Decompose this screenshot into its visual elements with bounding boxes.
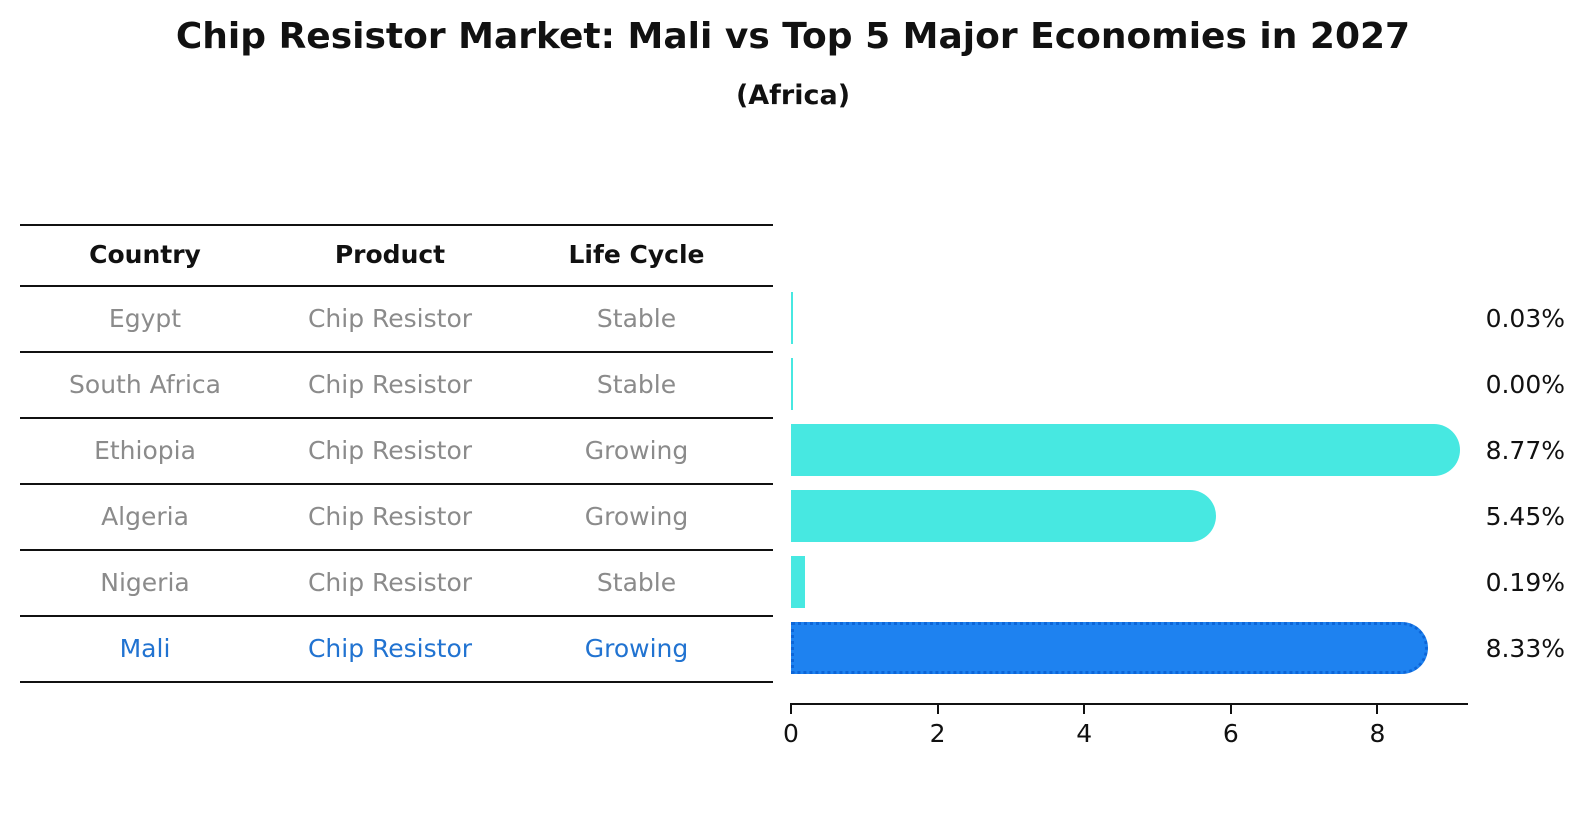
cell-lifecycle: Growing xyxy=(584,502,689,531)
cell-product: Chip Resistor xyxy=(307,436,473,465)
cell-product: Chip Resistor xyxy=(307,502,473,531)
x-axis-tick xyxy=(1229,705,1232,714)
x-axis-tick xyxy=(936,705,939,714)
table-divider-line xyxy=(20,681,773,683)
table-divider-line xyxy=(20,351,773,353)
column-header-country: Country xyxy=(89,240,201,269)
x-axis-tick xyxy=(1083,705,1086,714)
cell-country: Egypt xyxy=(108,304,182,333)
cell-country: Mali xyxy=(119,634,171,663)
bar-algeria xyxy=(791,490,1217,542)
column-header-lifecycle: Life Cycle xyxy=(568,240,705,269)
bar-nigeria xyxy=(791,556,805,608)
bar-ethiopia xyxy=(791,424,1460,476)
x-axis-line xyxy=(790,703,1468,705)
table-divider-line xyxy=(20,285,773,287)
cell-product: Chip Resistor xyxy=(307,304,473,333)
cell-lifecycle: Stable xyxy=(596,370,677,399)
bar-value-label: 8.77% xyxy=(1485,436,1565,465)
bar-value-label: 0.00% xyxy=(1485,370,1565,399)
bar-value-label: 8.33% xyxy=(1485,634,1565,663)
cell-country: Nigeria xyxy=(100,568,190,597)
cell-product: Chip Resistor xyxy=(307,634,473,663)
table-divider-line xyxy=(20,483,773,485)
cell-lifecycle: Growing xyxy=(584,436,689,465)
bar-value-label: 5.45% xyxy=(1485,502,1565,531)
column-header-product: Product xyxy=(334,240,446,269)
x-axis-tick xyxy=(1376,705,1379,714)
bar-value-label: 0.03% xyxy=(1485,304,1565,333)
cell-country: South Africa xyxy=(69,370,221,399)
table-divider-line xyxy=(20,615,773,617)
x-axis-tick-label: 8 xyxy=(1369,719,1386,748)
chart-subtitle: (Africa) xyxy=(735,80,851,111)
cell-country: Ethiopia xyxy=(94,436,196,465)
table-divider-line xyxy=(20,417,773,419)
chart-title: Chip Resistor Market: Mali vs Top 5 Majo… xyxy=(175,16,1411,57)
cell-lifecycle: Growing xyxy=(584,634,689,663)
table-divider-line xyxy=(20,224,773,226)
x-axis-tick-label: 2 xyxy=(929,719,946,748)
cell-lifecycle: Stable xyxy=(596,568,677,597)
x-axis-tick-label: 6 xyxy=(1222,719,1239,748)
table-divider-line xyxy=(20,549,773,551)
x-axis-tick-label: 0 xyxy=(783,719,799,748)
cell-country: Algeria xyxy=(101,502,189,531)
bar-south-africa xyxy=(791,358,793,410)
bar-value-label: 0.19% xyxy=(1485,568,1565,597)
x-axis-tick xyxy=(790,705,792,714)
bar-egypt xyxy=(791,292,794,344)
x-axis-tick-label: 4 xyxy=(1076,719,1093,748)
cell-lifecycle: Stable xyxy=(596,304,677,333)
cell-product: Chip Resistor xyxy=(307,370,473,399)
cell-product: Chip Resistor xyxy=(307,568,473,597)
bar-mali xyxy=(791,622,1428,674)
